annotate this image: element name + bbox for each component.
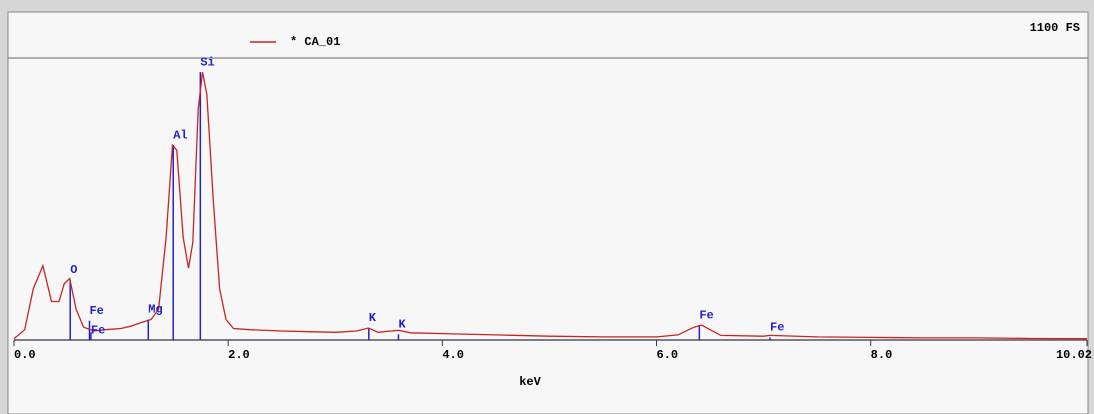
frame [7,11,1089,414]
full-scale-label: 1100 FS [1030,21,1080,35]
element-label: Fe [89,304,103,318]
x-axis-label: keV [519,375,541,389]
element-label: Fe [770,321,784,335]
x-tick-label: 10.02 [1056,348,1092,362]
x-tick-label: 8.0 [871,348,893,362]
x-tick-label: 0.0 [14,348,36,362]
element-label: O [70,263,77,277]
element-label: Al [173,128,187,142]
element-label: Mg [148,303,162,317]
element-label: Si [200,55,214,69]
legend-label: * CA_01 [290,35,340,49]
x-tick-label: 4.0 [442,348,464,362]
x-tick-label: 6.0 [657,348,679,362]
element-label: K [369,311,377,325]
element-label: Fe [699,308,713,322]
x-tick-label: 2.0 [228,348,250,362]
element-label: Fe [91,323,105,337]
element-label: K [398,318,406,332]
spectrum-line [13,71,1088,340]
